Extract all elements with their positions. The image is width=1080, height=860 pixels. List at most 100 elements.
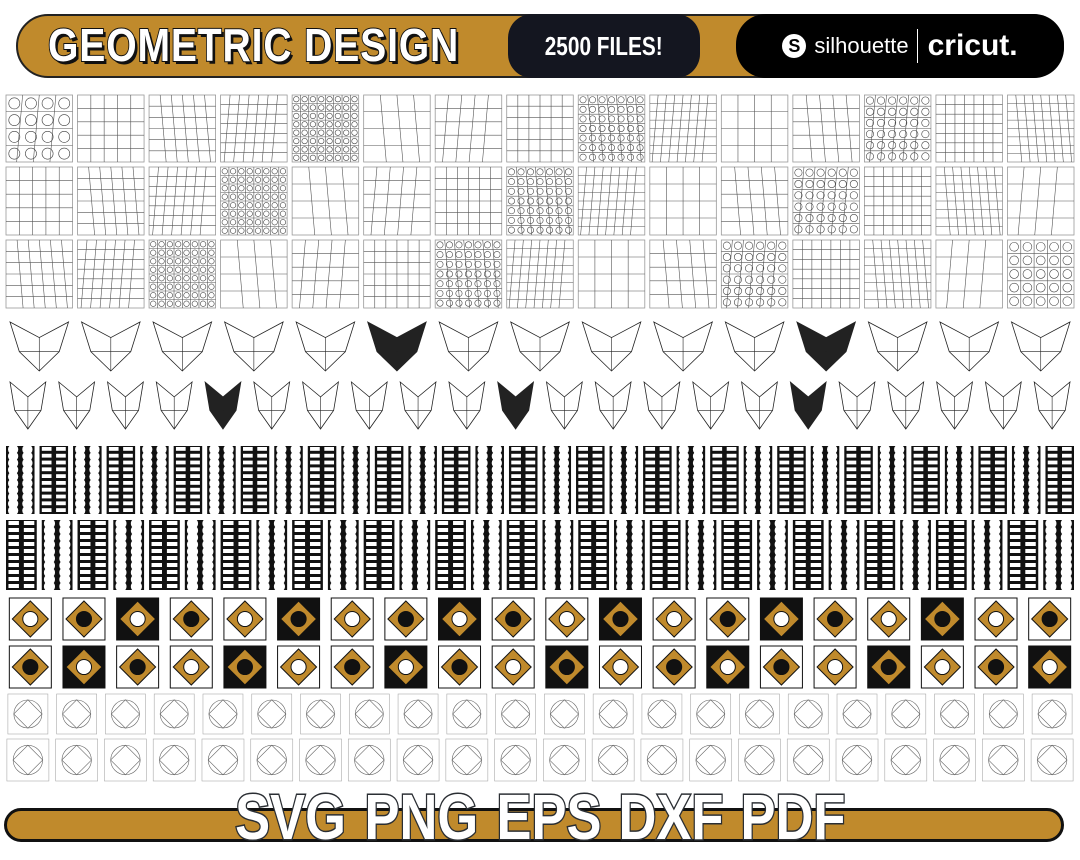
design-thumbnail <box>577 166 646 236</box>
design-thumbnail <box>978 446 1007 514</box>
design-thumbnail <box>62 645 106 689</box>
cricut-brand: cricut. <box>916 29 1018 63</box>
design-thumbnail <box>494 738 537 782</box>
design-thumbnail <box>62 597 106 641</box>
design-thumbnail <box>757 517 788 593</box>
design-thumbnail <box>652 597 696 641</box>
design-thumbnail <box>5 239 73 309</box>
design-thumbnail <box>649 166 717 236</box>
design-thumbnail <box>935 239 1003 309</box>
design-thumbnail <box>202 693 244 735</box>
design-thumbnail <box>810 444 840 516</box>
design-thumbnail <box>384 645 428 689</box>
design-thumbnail <box>106 381 144 430</box>
page-title: GEOMETRIC DESIGN <box>47 18 460 72</box>
design-thumbnail <box>739 693 780 735</box>
design-thumbnail <box>148 166 216 236</box>
design-thumbnail <box>974 645 1018 689</box>
design-thumbnail <box>408 444 437 516</box>
design-thumbnail <box>153 693 195 735</box>
footer-banner <box>4 808 1064 842</box>
design-thumbnail <box>867 645 911 689</box>
design-thumbnail <box>920 597 964 641</box>
design-thumbnail <box>497 381 535 430</box>
design-thumbnail <box>759 645 803 689</box>
design-thumbnail <box>291 166 360 236</box>
design-thumbnail <box>1007 94 1075 163</box>
design-thumbnail <box>397 693 439 735</box>
design-thumbnail <box>169 597 213 641</box>
design-thumbnail <box>374 446 404 514</box>
design-thumbnail <box>838 381 876 430</box>
design-thumbnail <box>363 166 431 236</box>
design-thumbnail <box>77 166 145 236</box>
design-thumbnail <box>720 94 789 163</box>
design-thumbnail <box>327 517 359 593</box>
design-thumbnail <box>446 693 488 735</box>
design-thumbnail <box>341 444 370 516</box>
design-thumbnail <box>724 321 785 372</box>
design-thumbnail <box>8 645 52 689</box>
design-thumbnail <box>1031 693 1073 735</box>
design-thumbnail <box>692 381 730 430</box>
design-thumbnail <box>577 94 646 163</box>
design-thumbnail <box>41 517 73 593</box>
design-thumbnail <box>384 597 428 641</box>
design-thumbnail <box>73 444 102 516</box>
design-thumbnail <box>1007 239 1075 309</box>
design-thumbnail <box>470 517 502 593</box>
design-thumbnail <box>207 444 236 516</box>
design-thumbnail <box>877 444 907 516</box>
design-thumbnail <box>984 381 1022 430</box>
design-thumbnail <box>787 693 829 735</box>
design-thumbnail <box>542 517 574 593</box>
design-thumbnail <box>721 520 753 590</box>
design-thumbnail <box>741 381 778 430</box>
design-thumbnail <box>506 166 574 236</box>
design-thumbnail <box>720 166 789 236</box>
design-thumbnail <box>434 239 503 309</box>
design-thumbnail <box>652 645 696 689</box>
design-thumbnail <box>933 738 976 782</box>
design-thumbnail <box>39 446 69 514</box>
design-thumbnail <box>149 520 180 590</box>
design-thumbnail <box>936 381 974 430</box>
design-thumbnail <box>685 517 717 593</box>
files-count-badge: 2500 FILES! <box>508 14 700 78</box>
design-thumbnail <box>594 381 632 430</box>
design-thumbnail <box>935 94 1003 163</box>
design-thumbnail <box>299 738 342 782</box>
design-thumbnail <box>291 94 360 163</box>
design-thumbnail <box>649 239 717 309</box>
design-thumbnail <box>578 520 610 590</box>
design-thumbnail <box>643 446 672 514</box>
design-thumbnail <box>5 166 73 236</box>
design-thumbnail <box>363 239 431 309</box>
design-thumbnail <box>6 520 37 590</box>
design-thumbnail <box>1030 738 1074 782</box>
design-thumbnail <box>441 446 471 514</box>
design-thumbnail <box>792 94 860 163</box>
design-thumbnail <box>1007 166 1075 236</box>
design-thumbnail <box>867 597 911 641</box>
design-thumbnail <box>348 693 390 735</box>
design-thumbnail <box>544 693 585 735</box>
design-thumbnail <box>598 645 642 689</box>
design-thumbnail <box>792 166 860 236</box>
design-thumbnail <box>649 94 717 163</box>
design-thumbnail <box>1028 597 1072 641</box>
design-thumbnail <box>363 94 431 163</box>
design-thumbnail <box>720 239 789 309</box>
design-thumbnail <box>438 321 499 372</box>
design-thumbnail <box>105 693 146 735</box>
design-thumbnail <box>240 446 270 514</box>
design-thumbnail <box>836 693 878 735</box>
design-thumbnail <box>1010 321 1071 372</box>
design-thumbnail <box>434 166 503 236</box>
design-thumbnail <box>786 738 830 782</box>
design-thumbnail <box>641 693 683 735</box>
design-thumbnail <box>399 381 437 430</box>
design-thumbnail <box>8 597 52 641</box>
design-thumbnail <box>152 738 196 782</box>
design-thumbnail <box>971 517 1003 593</box>
